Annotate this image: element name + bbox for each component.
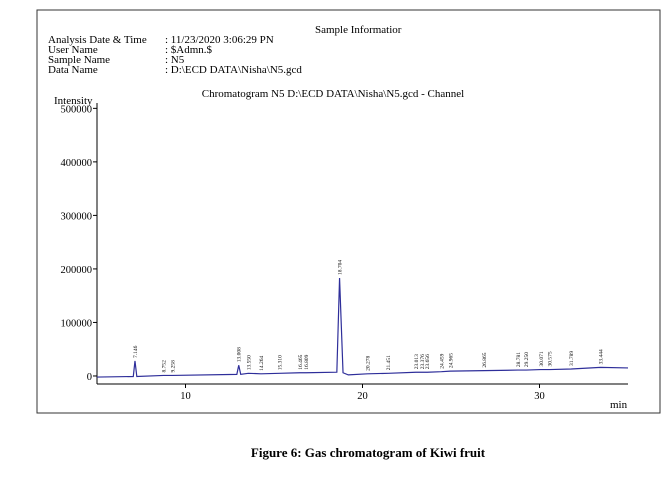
peak-label: 7.146 xyxy=(133,345,139,358)
field-value: : N5 xyxy=(165,54,185,66)
x-tick-label: 20 xyxy=(357,391,368,402)
field-label: Data Name xyxy=(48,64,98,76)
peak-label: 13.008 xyxy=(237,347,243,362)
peak-label: 15.310 xyxy=(277,355,283,370)
peak-label: 16.465 xyxy=(298,354,304,369)
peak-label: 24.965 xyxy=(448,353,454,368)
peak-label: 23.656 xyxy=(425,354,431,369)
peak-label: 30.071 xyxy=(539,351,545,366)
y-tick-label: 400000 xyxy=(61,158,93,169)
field-label: Sample Name xyxy=(48,54,110,66)
peak-label: 9.258 xyxy=(170,360,176,373)
field-value: : D:\ECD DATA\Nisha\N5.gcd xyxy=(165,64,302,76)
peak-label: 20.278 xyxy=(365,355,371,370)
header-title: Sample Informatior xyxy=(315,24,402,36)
peak-label: 31.789 xyxy=(569,351,575,366)
peak-label: 8.752 xyxy=(161,360,167,373)
peak-label: 30.575 xyxy=(548,351,554,366)
peak-label: 13.550 xyxy=(246,355,252,370)
x-tick-label: 10 xyxy=(180,391,191,402)
peak-label: 14.264 xyxy=(259,355,265,370)
chart-title: Chromatogram N5 D:\ECD DATA\Nisha\N5.gcd… xyxy=(202,88,464,100)
field-value: : 11/23/2020 3:06:29 PN xyxy=(165,34,274,46)
peak-label: 24.459 xyxy=(439,353,445,368)
x-axis-label: min xyxy=(610,399,628,411)
peak-label: 23.376 xyxy=(420,354,426,369)
peak-label: 33.444 xyxy=(598,349,604,364)
peak-label: 28.781 xyxy=(516,352,522,367)
field-value: : $Admn.$ xyxy=(165,44,213,56)
y-tick-label: 100000 xyxy=(61,318,93,329)
y-axis-label: Intensity xyxy=(54,95,93,107)
frame xyxy=(36,9,661,414)
x-tick-label: 30 xyxy=(534,391,545,402)
field-label: Analysis Date & Time xyxy=(48,34,147,46)
peak-label: 23.013 xyxy=(414,354,420,369)
y-tick-label: 500000 xyxy=(61,104,93,115)
peak-label: 26.865 xyxy=(482,352,488,367)
peak-label: 29.250 xyxy=(524,352,530,367)
peak-label: 21.451 xyxy=(386,355,392,370)
y-tick-label: 200000 xyxy=(61,265,93,276)
peak-label: 16.809 xyxy=(304,354,310,369)
chromatogram-trace xyxy=(96,277,629,378)
y-tick-label: 300000 xyxy=(61,211,93,222)
field-label: User Name xyxy=(48,44,98,56)
y-tick-label: 0 xyxy=(87,372,92,383)
caption: Figure 6: Gas chromatogram of Kiwi fruit xyxy=(251,445,486,460)
peak-label: 18.704 xyxy=(338,260,344,275)
